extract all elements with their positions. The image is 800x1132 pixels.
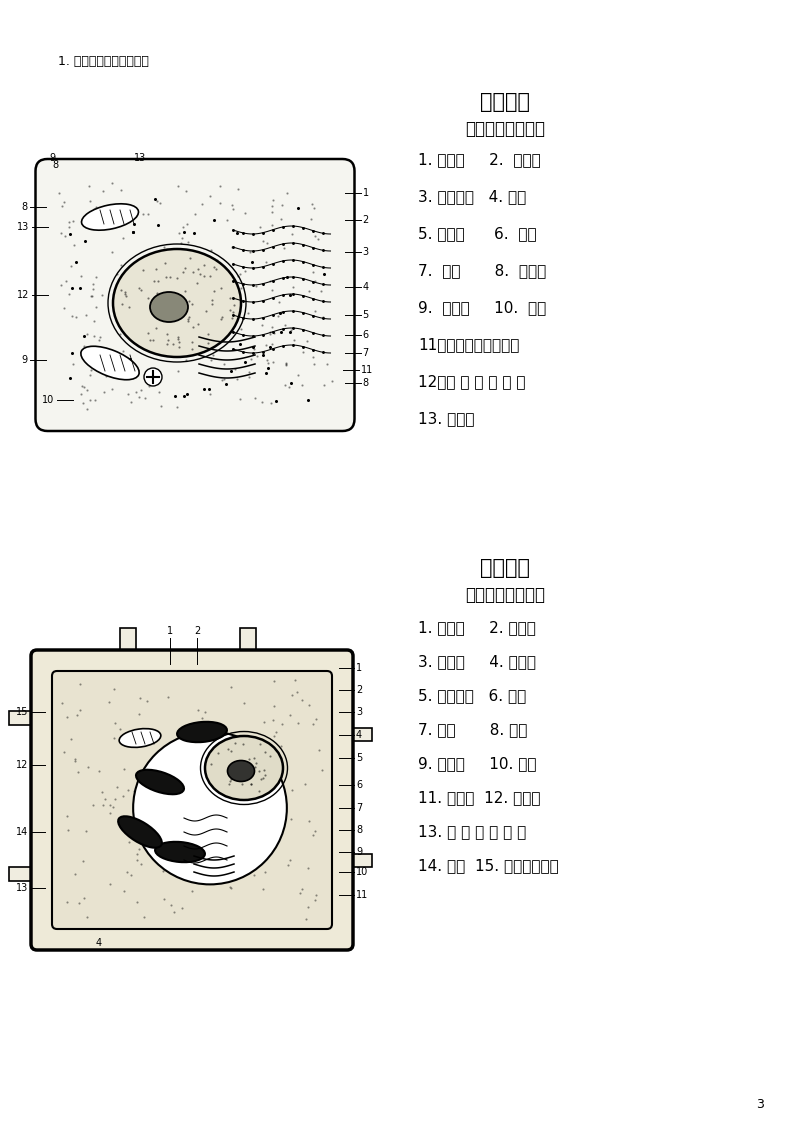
FancyBboxPatch shape <box>337 728 372 741</box>
Text: 亚显微结构模式图: 亚显微结构模式图 <box>465 586 545 604</box>
Text: 6: 6 <box>356 780 362 790</box>
Text: 1: 1 <box>356 663 362 674</box>
Ellipse shape <box>119 729 161 747</box>
Text: 1: 1 <box>167 626 173 636</box>
Text: 5: 5 <box>362 310 369 320</box>
Text: 13: 13 <box>16 883 28 893</box>
Text: 7. 核液       8. 核膜: 7. 核液 8. 核膜 <box>418 722 527 737</box>
Text: 3: 3 <box>756 1098 764 1112</box>
Text: 11. 线粒体  12. 内质网: 11. 线粒体 12. 内质网 <box>418 790 541 805</box>
Text: 1: 1 <box>362 188 369 198</box>
Text: 动物细胞: 动物细胞 <box>480 92 530 112</box>
FancyBboxPatch shape <box>337 854 372 867</box>
Text: 8: 8 <box>22 201 27 212</box>
Text: 10: 10 <box>42 395 54 405</box>
Ellipse shape <box>227 761 254 781</box>
Text: 4: 4 <box>362 282 369 292</box>
Text: 7: 7 <box>356 803 362 813</box>
Text: 4: 4 <box>356 730 362 740</box>
Text: 11: 11 <box>356 890 368 900</box>
Text: 6: 6 <box>362 331 369 340</box>
Text: 4: 4 <box>96 938 102 947</box>
Ellipse shape <box>133 731 287 884</box>
Text: 亚显微结构模式图: 亚显微结构模式图 <box>465 120 545 138</box>
Text: 13. 中心体: 13. 中心体 <box>418 411 474 426</box>
Text: 1. 细胞膜     2.  细胞质: 1. 细胞膜 2. 细胞质 <box>418 152 541 168</box>
Text: 3. 细胞质     4. 叶绿体: 3. 细胞质 4. 叶绿体 <box>418 654 536 669</box>
Text: 8: 8 <box>356 825 362 835</box>
Text: 13: 13 <box>18 222 30 232</box>
Text: 11．内质网上的核糖体: 11．内质网上的核糖体 <box>418 337 519 352</box>
Text: 12: 12 <box>16 760 28 770</box>
Ellipse shape <box>177 722 227 743</box>
FancyBboxPatch shape <box>240 628 256 666</box>
FancyBboxPatch shape <box>9 867 47 881</box>
Text: 3. 高尔基体   4. 核液: 3. 高尔基体 4. 核液 <box>418 189 526 204</box>
FancyBboxPatch shape <box>119 628 135 666</box>
Text: 3: 3 <box>362 247 369 257</box>
Ellipse shape <box>150 292 188 321</box>
Text: 9: 9 <box>356 847 362 857</box>
Text: 2: 2 <box>356 685 362 695</box>
Text: 13: 13 <box>134 153 146 163</box>
Text: 5: 5 <box>356 753 362 763</box>
Ellipse shape <box>118 816 162 848</box>
Text: 9: 9 <box>22 355 27 365</box>
Text: 12: 12 <box>17 290 30 300</box>
FancyBboxPatch shape <box>35 158 354 431</box>
Text: 8: 8 <box>53 160 58 170</box>
Text: 9. 染色质     10. 核孔: 9. 染色质 10. 核孔 <box>418 756 537 771</box>
Ellipse shape <box>136 770 184 795</box>
Text: 12．游 离 的 核 糖 体: 12．游 离 的 核 糖 体 <box>418 374 526 389</box>
FancyBboxPatch shape <box>52 671 332 929</box>
Text: 8: 8 <box>362 378 369 388</box>
Text: 7: 7 <box>362 348 369 358</box>
Text: 5. 高尔基体   6. 核仁: 5. 高尔基体 6. 核仁 <box>418 688 526 703</box>
FancyBboxPatch shape <box>9 711 47 724</box>
Text: 14. 液泡  15. 内质网核糖体: 14. 液泡 15. 内质网核糖体 <box>418 858 558 873</box>
Text: 1. 细胞膜     2. 细胞壁: 1. 细胞膜 2. 细胞壁 <box>418 620 536 635</box>
Text: 15: 15 <box>16 708 28 717</box>
Text: 1. 完成细胞各结构的名称: 1. 完成细胞各结构的名称 <box>58 55 149 68</box>
Ellipse shape <box>82 204 138 230</box>
Text: 3: 3 <box>356 708 362 717</box>
Text: 13. 游 离 的 核 糖 体: 13. 游 离 的 核 糖 体 <box>418 824 526 839</box>
Text: 2: 2 <box>362 215 369 225</box>
Text: 10: 10 <box>356 867 368 877</box>
Ellipse shape <box>144 368 162 386</box>
Ellipse shape <box>155 842 205 863</box>
Text: 7.  核膜       8.  内质网: 7. 核膜 8. 内质网 <box>418 263 546 278</box>
Text: 5. 染色质      6.  核仁: 5. 染色质 6. 核仁 <box>418 226 537 241</box>
Text: 11: 11 <box>361 365 373 375</box>
FancyBboxPatch shape <box>31 650 353 950</box>
Text: 9: 9 <box>50 153 55 163</box>
Ellipse shape <box>205 736 283 800</box>
Text: 植物细胞: 植物细胞 <box>480 558 530 578</box>
Text: 14: 14 <box>16 827 28 837</box>
Text: 9.  线粒体     10.  核孔: 9. 线粒体 10. 核孔 <box>418 300 546 315</box>
Ellipse shape <box>113 249 241 357</box>
Text: 2: 2 <box>194 626 200 636</box>
Ellipse shape <box>81 346 139 379</box>
